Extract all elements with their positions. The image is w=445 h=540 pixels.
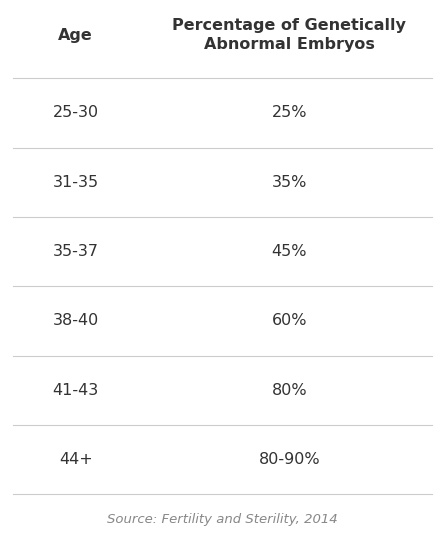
- Text: 41-43: 41-43: [53, 383, 99, 397]
- Text: 44+: 44+: [59, 452, 93, 467]
- Text: 25-30: 25-30: [53, 105, 99, 120]
- Text: Percentage of Genetically
Abnormal Embryos: Percentage of Genetically Abnormal Embry…: [172, 18, 406, 52]
- Text: 35%: 35%: [271, 175, 307, 190]
- Text: 25%: 25%: [271, 105, 307, 120]
- Text: 35-37: 35-37: [53, 244, 99, 259]
- Text: 45%: 45%: [271, 244, 307, 259]
- Text: 38-40: 38-40: [53, 313, 99, 328]
- Text: 80%: 80%: [271, 383, 307, 397]
- Text: 31-35: 31-35: [53, 175, 99, 190]
- Text: Age: Age: [58, 28, 93, 43]
- Text: 60%: 60%: [271, 313, 307, 328]
- Text: Source: Fertility and Sterility, 2014: Source: Fertility and Sterility, 2014: [107, 513, 338, 526]
- Text: 80-90%: 80-90%: [259, 452, 320, 467]
